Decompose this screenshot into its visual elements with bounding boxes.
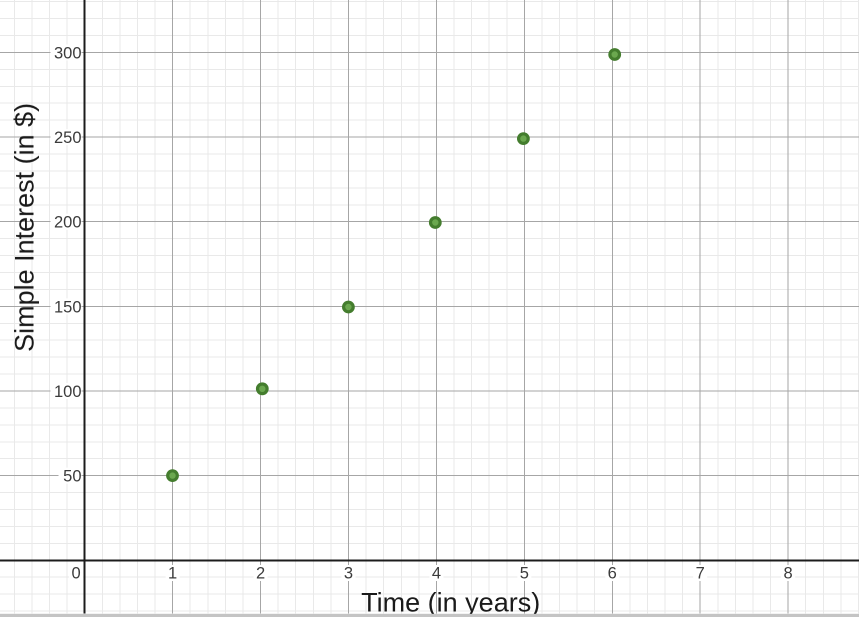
svg-text:1: 1 (168, 565, 177, 583)
svg-text:Simple Interest (in $): Simple Interest (in $) (10, 103, 40, 352)
svg-text:100: 100 (54, 383, 82, 401)
svg-text:0: 0 (72, 565, 81, 583)
svg-text:3: 3 (344, 565, 353, 583)
svg-text:6: 6 (608, 565, 617, 583)
svg-text:50: 50 (63, 468, 81, 486)
svg-text:200: 200 (54, 214, 82, 232)
svg-text:5: 5 (520, 565, 529, 583)
svg-text:Time (in years): Time (in years) (361, 587, 540, 617)
svg-text:2: 2 (256, 565, 265, 583)
svg-text:7: 7 (696, 565, 705, 583)
svg-text:4: 4 (432, 565, 441, 583)
svg-text:8: 8 (784, 565, 793, 583)
svg-text:150: 150 (54, 298, 82, 316)
svg-text:250: 250 (54, 129, 82, 147)
svg-text:300: 300 (54, 44, 82, 62)
